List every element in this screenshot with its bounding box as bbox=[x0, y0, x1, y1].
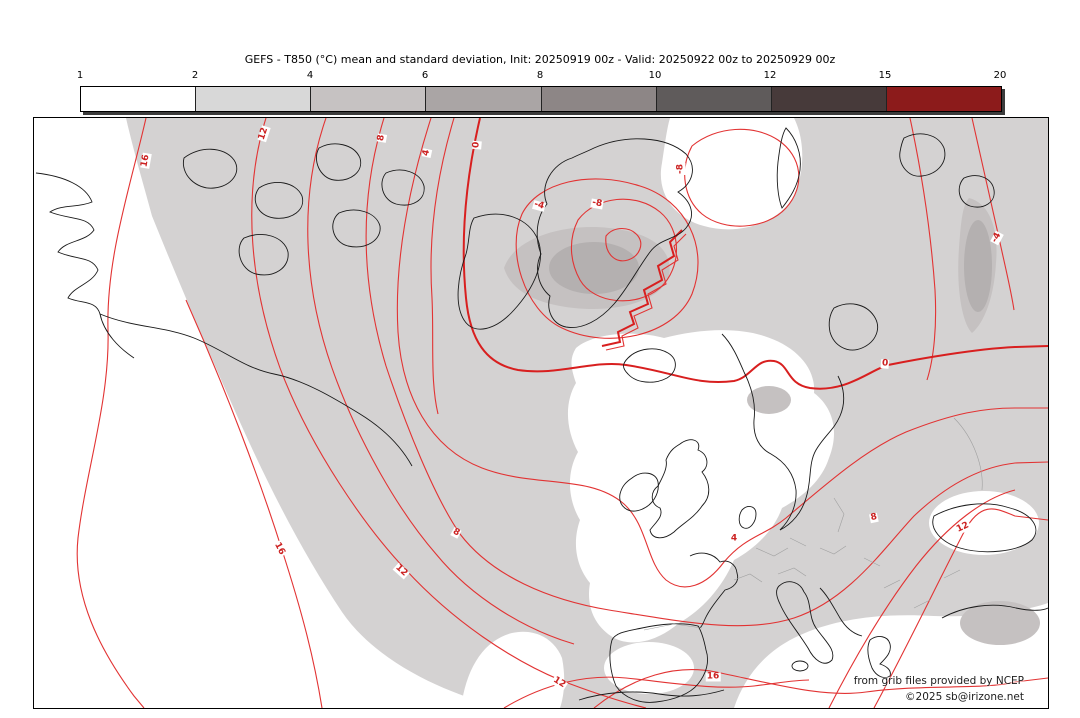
colorbar-segment bbox=[771, 87, 887, 111]
country-borders bbox=[643, 417, 983, 631]
colorbar-tick: 1 bbox=[76, 70, 84, 81]
coastlines bbox=[35, 127, 1048, 703]
colorbar-segments bbox=[80, 86, 1002, 112]
colorbar-segment bbox=[81, 87, 197, 111]
colorbar-tick: 12 bbox=[763, 70, 777, 81]
colorbar-segment bbox=[426, 87, 542, 111]
chart-title: GEFS - T850 (°C) mean and standard devia… bbox=[244, 53, 836, 66]
colorbar-tick: 8 bbox=[536, 70, 544, 81]
colorbar-tick: 2 bbox=[191, 70, 199, 81]
colorbar-tick: 15 bbox=[878, 70, 892, 81]
colorbar-segment bbox=[541, 87, 657, 111]
colorbar-segment bbox=[196, 87, 312, 111]
attribution: from grib files provided by NCEP ©2025 s… bbox=[854, 675, 1024, 703]
temperature-contours bbox=[76, 118, 1048, 708]
map-drawing bbox=[34, 118, 1048, 708]
low-spread-regions bbox=[34, 118, 1048, 708]
colorbar-tick: 4 bbox=[306, 70, 314, 81]
colorbar-segment bbox=[311, 87, 427, 111]
colorbar-segment bbox=[656, 87, 772, 111]
colorbar-segment bbox=[886, 87, 1001, 111]
colorbar-tick: 20 bbox=[993, 70, 1007, 81]
colorbar-ticks: 1 2 4 6 8 10 12 15 20 bbox=[76, 70, 1007, 84]
colorbar-tick: 10 bbox=[648, 70, 662, 81]
map-canvas: 16 12 8 4 0 -4 -8 -8 -4 0 4 8 12 8 12 16 12 16 from grib … bbox=[33, 117, 1049, 709]
attribution-source: from grib files provided by NCEP bbox=[853, 675, 1024, 687]
attribution-copyright: ©2025 sb@irizone.net bbox=[905, 691, 1024, 703]
colorbar-tick: 6 bbox=[421, 70, 429, 81]
